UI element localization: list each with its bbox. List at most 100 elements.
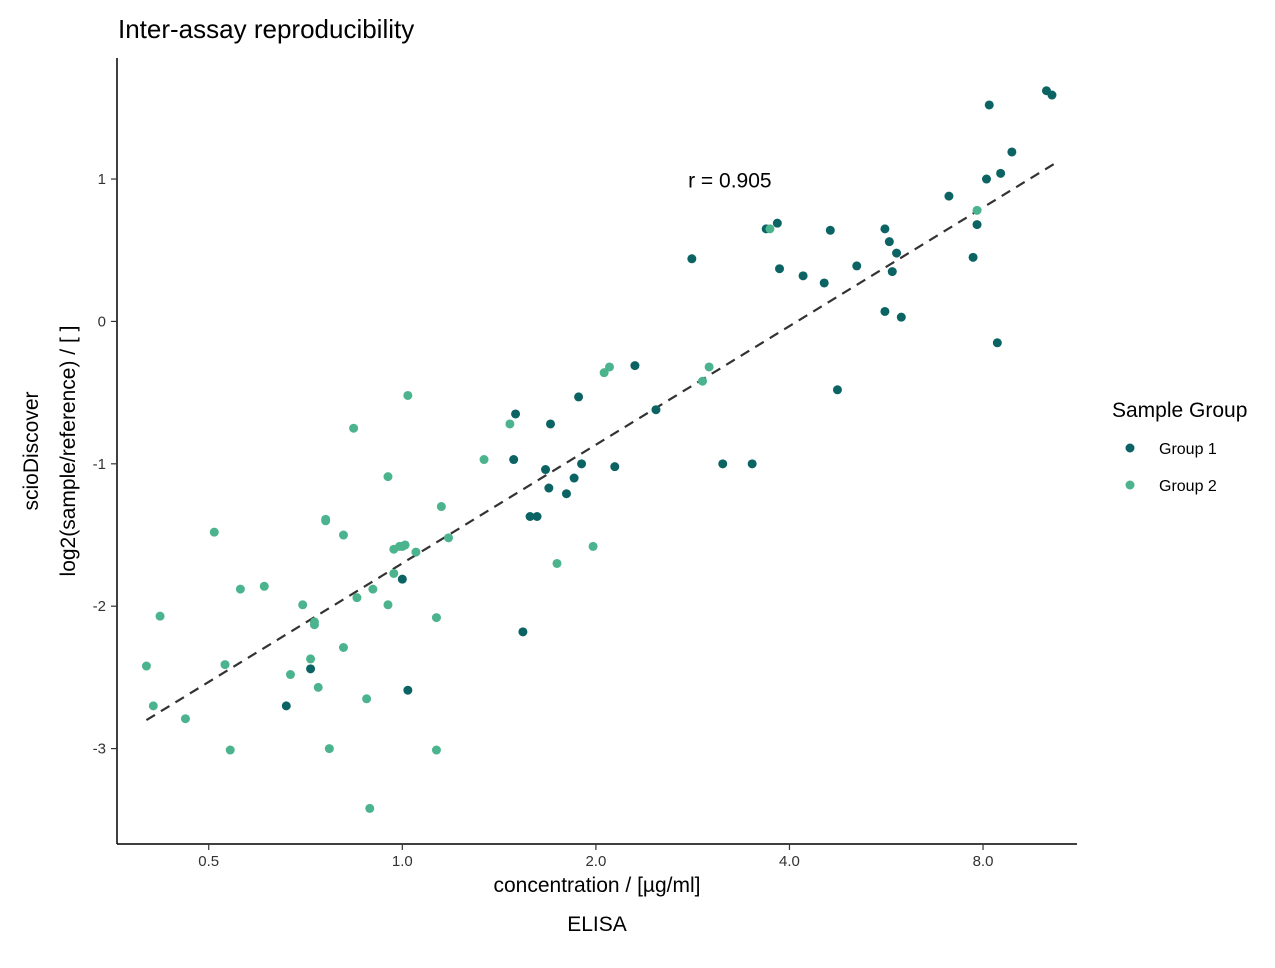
data-point-group-2 [400, 540, 410, 550]
data-point-group-2 [225, 745, 235, 755]
legend-label-group-1: Group 1 [1159, 441, 1217, 458]
data-point-group-2 [285, 670, 295, 680]
y-tick-label: -2 [93, 598, 106, 615]
data-point-group-2 [235, 584, 245, 594]
data-point-group-1 [509, 455, 519, 465]
data-point-group-1 [887, 267, 897, 277]
correlation-annotation: r = 0.905 [688, 169, 771, 192]
data-point-group-1 [996, 168, 1006, 178]
legend-title: Sample Group [1112, 399, 1247, 422]
data-point-group-1 [518, 627, 528, 637]
data-point-group-1 [718, 459, 728, 469]
data-point-group-1 [992, 338, 1002, 348]
data-point-group-2 [141, 661, 151, 671]
data-point-group-2 [313, 682, 323, 692]
data-point-group-1 [852, 261, 862, 271]
data-point-group-2 [444, 533, 454, 543]
x-tick-label: 0.5 [198, 853, 219, 870]
data-point-group-2 [209, 527, 219, 537]
x-tick-label: 2.0 [585, 853, 606, 870]
data-point-group-2 [383, 600, 393, 610]
y-tick-label: 1 [98, 171, 106, 188]
chart-title: Inter-assay reproducibility [118, 14, 414, 44]
data-point-group-2 [588, 541, 598, 551]
data-point-group-1 [1047, 90, 1057, 100]
data-point-group-1 [775, 264, 785, 274]
data-point-group-2 [180, 714, 190, 724]
data-point-group-2 [362, 694, 372, 704]
data-point-group-1 [982, 174, 992, 184]
data-point-group-1 [832, 385, 842, 395]
data-point-group-2 [155, 611, 165, 621]
legend-marker-group-1 [1125, 443, 1135, 453]
data-point-group-2 [220, 660, 230, 670]
data-points [141, 86, 1057, 813]
chart-title-text: Inter-assay reproducibility [118, 14, 414, 44]
legend-marker-group-2 [1125, 480, 1135, 490]
data-point-group-1 [651, 405, 661, 415]
data-point-group-1 [687, 254, 697, 264]
data-point-group-1 [397, 574, 407, 584]
data-point-group-2 [505, 419, 515, 429]
data-point-group-2 [338, 643, 348, 652]
data-point-group-1 [944, 191, 954, 201]
regression-line [145, 161, 1058, 722]
data-point-group-2 [605, 362, 615, 372]
data-point-group-1 [281, 701, 291, 711]
x-tick-label: 4.0 [779, 853, 800, 870]
data-point-group-1 [569, 473, 579, 483]
data-point-group-2 [309, 617, 319, 627]
data-point-group-2 [352, 593, 362, 603]
data-point-group-1 [546, 419, 556, 429]
data-point-group-1 [972, 220, 982, 230]
x-tick-label: 1.0 [392, 853, 413, 870]
data-point-group-2 [431, 745, 441, 755]
data-point-group-1 [892, 248, 902, 258]
data-point-group-2 [368, 584, 378, 594]
data-point-group-1 [798, 271, 808, 281]
data-point-group-1 [880, 224, 890, 234]
x-tick-label: 8.0 [973, 853, 994, 870]
data-point-group-2 [389, 568, 399, 578]
data-point-group-1 [896, 312, 906, 322]
axes [116, 58, 1077, 845]
data-point-group-2 [552, 558, 562, 568]
x-ticks: 0.5 1.0 2.0 4.0 8.0 [198, 844, 993, 870]
data-point-group-1 [825, 225, 835, 235]
data-point-group-1 [574, 392, 584, 402]
data-point-group-2 [431, 613, 441, 623]
data-point-group-1 [747, 459, 757, 469]
data-point-group-2 [698, 376, 708, 386]
data-point-group-1 [630, 361, 640, 371]
data-point-group-1 [541, 465, 551, 475]
data-point-group-2 [383, 472, 393, 482]
data-point-group-2 [324, 744, 334, 754]
y-tick-label: -1 [93, 456, 106, 473]
data-point-group-1 [532, 512, 542, 521]
data-point-group-2 [411, 547, 421, 557]
data-point-group-1 [772, 218, 782, 228]
data-point-group-1 [968, 252, 978, 262]
data-point-group-1 [306, 664, 316, 674]
data-point-group-2 [436, 502, 446, 512]
data-point-group-1 [984, 100, 994, 110]
data-point-group-1 [577, 459, 587, 469]
data-point-group-1 [561, 489, 571, 499]
data-point-group-2 [298, 600, 308, 610]
data-point-group-1 [884, 237, 894, 247]
y-ticks: -3 -2 -1 0 1 [93, 171, 117, 758]
data-point-group-1 [403, 685, 413, 695]
data-point-group-2 [306, 654, 316, 664]
x-axis-label: concentration / [µg/ml] [493, 874, 700, 897]
data-point-group-2 [321, 516, 331, 526]
data-point-group-2 [365, 803, 375, 813]
x-axis-sublabel: ELISA [567, 913, 627, 936]
data-point-group-2 [765, 224, 775, 234]
data-point-group-2 [349, 423, 359, 433]
regression-line-group [145, 161, 1058, 722]
y-axis-sublabel: log2(sample/reference) / [ ] [57, 326, 80, 577]
data-point-group-2 [704, 362, 714, 372]
data-point-group-2 [148, 701, 158, 711]
data-point-group-1 [880, 306, 890, 316]
